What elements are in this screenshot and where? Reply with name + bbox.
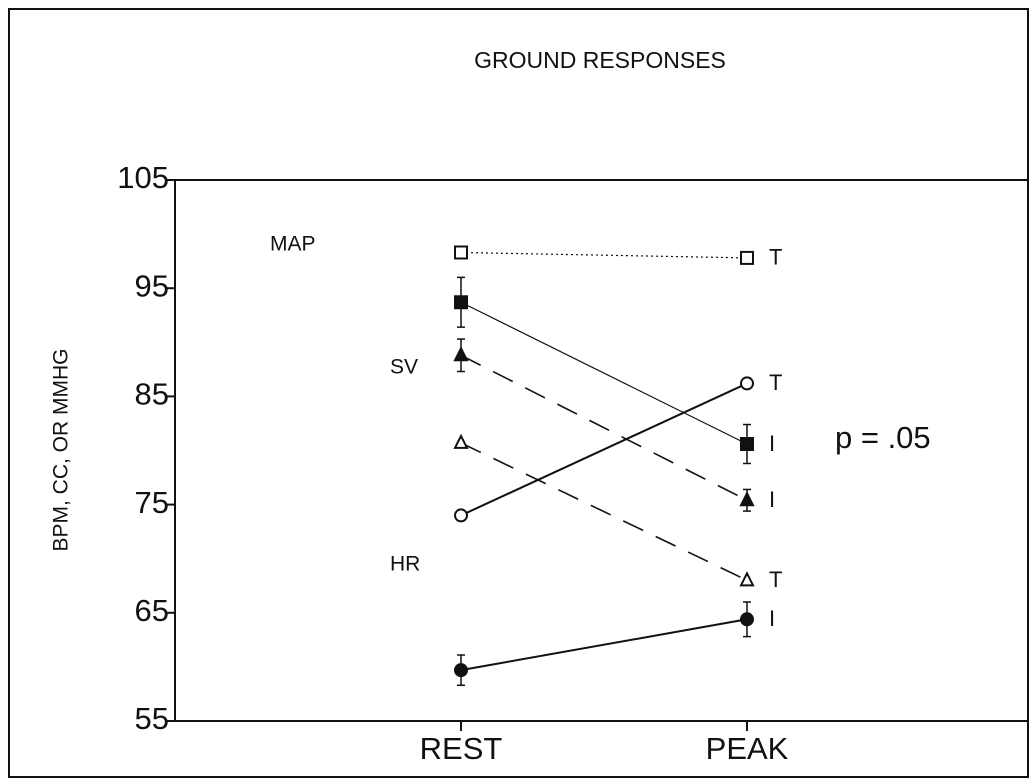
marker <box>454 295 468 310</box>
marker <box>453 433 469 449</box>
marker <box>454 508 468 523</box>
y-axis-label: BPM, CC, OR MMHG <box>50 349 73 552</box>
end-label: T <box>769 370 782 395</box>
y-tick-label: 75 <box>135 485 169 520</box>
end-label: I <box>769 487 775 512</box>
marker <box>454 245 468 260</box>
end-label: T <box>769 245 782 270</box>
y-tick-label: 105 <box>117 160 169 195</box>
series-line <box>460 301 748 445</box>
end-label: I <box>769 606 775 631</box>
end-label: T <box>769 567 782 592</box>
series-line <box>460 382 748 517</box>
marker <box>739 491 755 507</box>
annotation: SV <box>390 356 418 379</box>
marker <box>739 571 755 587</box>
marker <box>740 612 754 627</box>
x-tick-label: REST <box>420 731 503 766</box>
x-tick-label: PEAK <box>706 731 789 766</box>
marker <box>740 437 754 452</box>
marker <box>740 250 754 265</box>
y-tick-label: 55 <box>135 701 169 736</box>
series-line <box>460 442 748 582</box>
annotation: p = .05 <box>835 420 931 455</box>
marker <box>454 663 468 678</box>
annotation: MAP <box>270 233 316 256</box>
outer-border <box>8 8 1029 778</box>
marker <box>453 346 469 362</box>
series-line <box>460 618 748 672</box>
y-tick-label: 65 <box>135 593 169 628</box>
end-label: I <box>769 431 775 456</box>
annotation: HR <box>390 553 420 576</box>
y-tick-label: 95 <box>135 268 169 303</box>
y-tick-label: 85 <box>135 377 169 412</box>
chart-title: GROUND RESPONSES <box>474 47 726 73</box>
series-line <box>460 251 748 259</box>
marker <box>740 376 754 391</box>
series-line <box>460 354 748 501</box>
